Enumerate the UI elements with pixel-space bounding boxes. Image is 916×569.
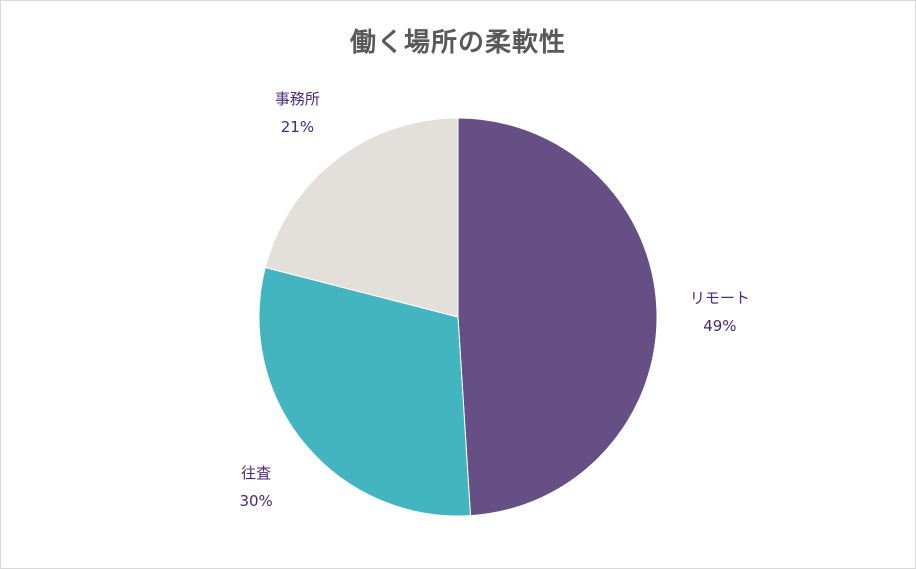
slice-category-label: 往査: [241, 464, 271, 482]
slice-value-label: 21%: [281, 118, 314, 136]
slice-value-label: 49%: [703, 317, 736, 335]
slice-category-label: リモート: [690, 289, 750, 307]
chart-title: 働く場所の柔軟性: [349, 28, 566, 58]
pie-slice: [258, 266, 472, 517]
slice-value-label: 30%: [239, 492, 272, 510]
pie-slice: [457, 117, 658, 517]
slice-category-label: 事務所: [275, 90, 320, 108]
pie-slice: [264, 117, 459, 318]
